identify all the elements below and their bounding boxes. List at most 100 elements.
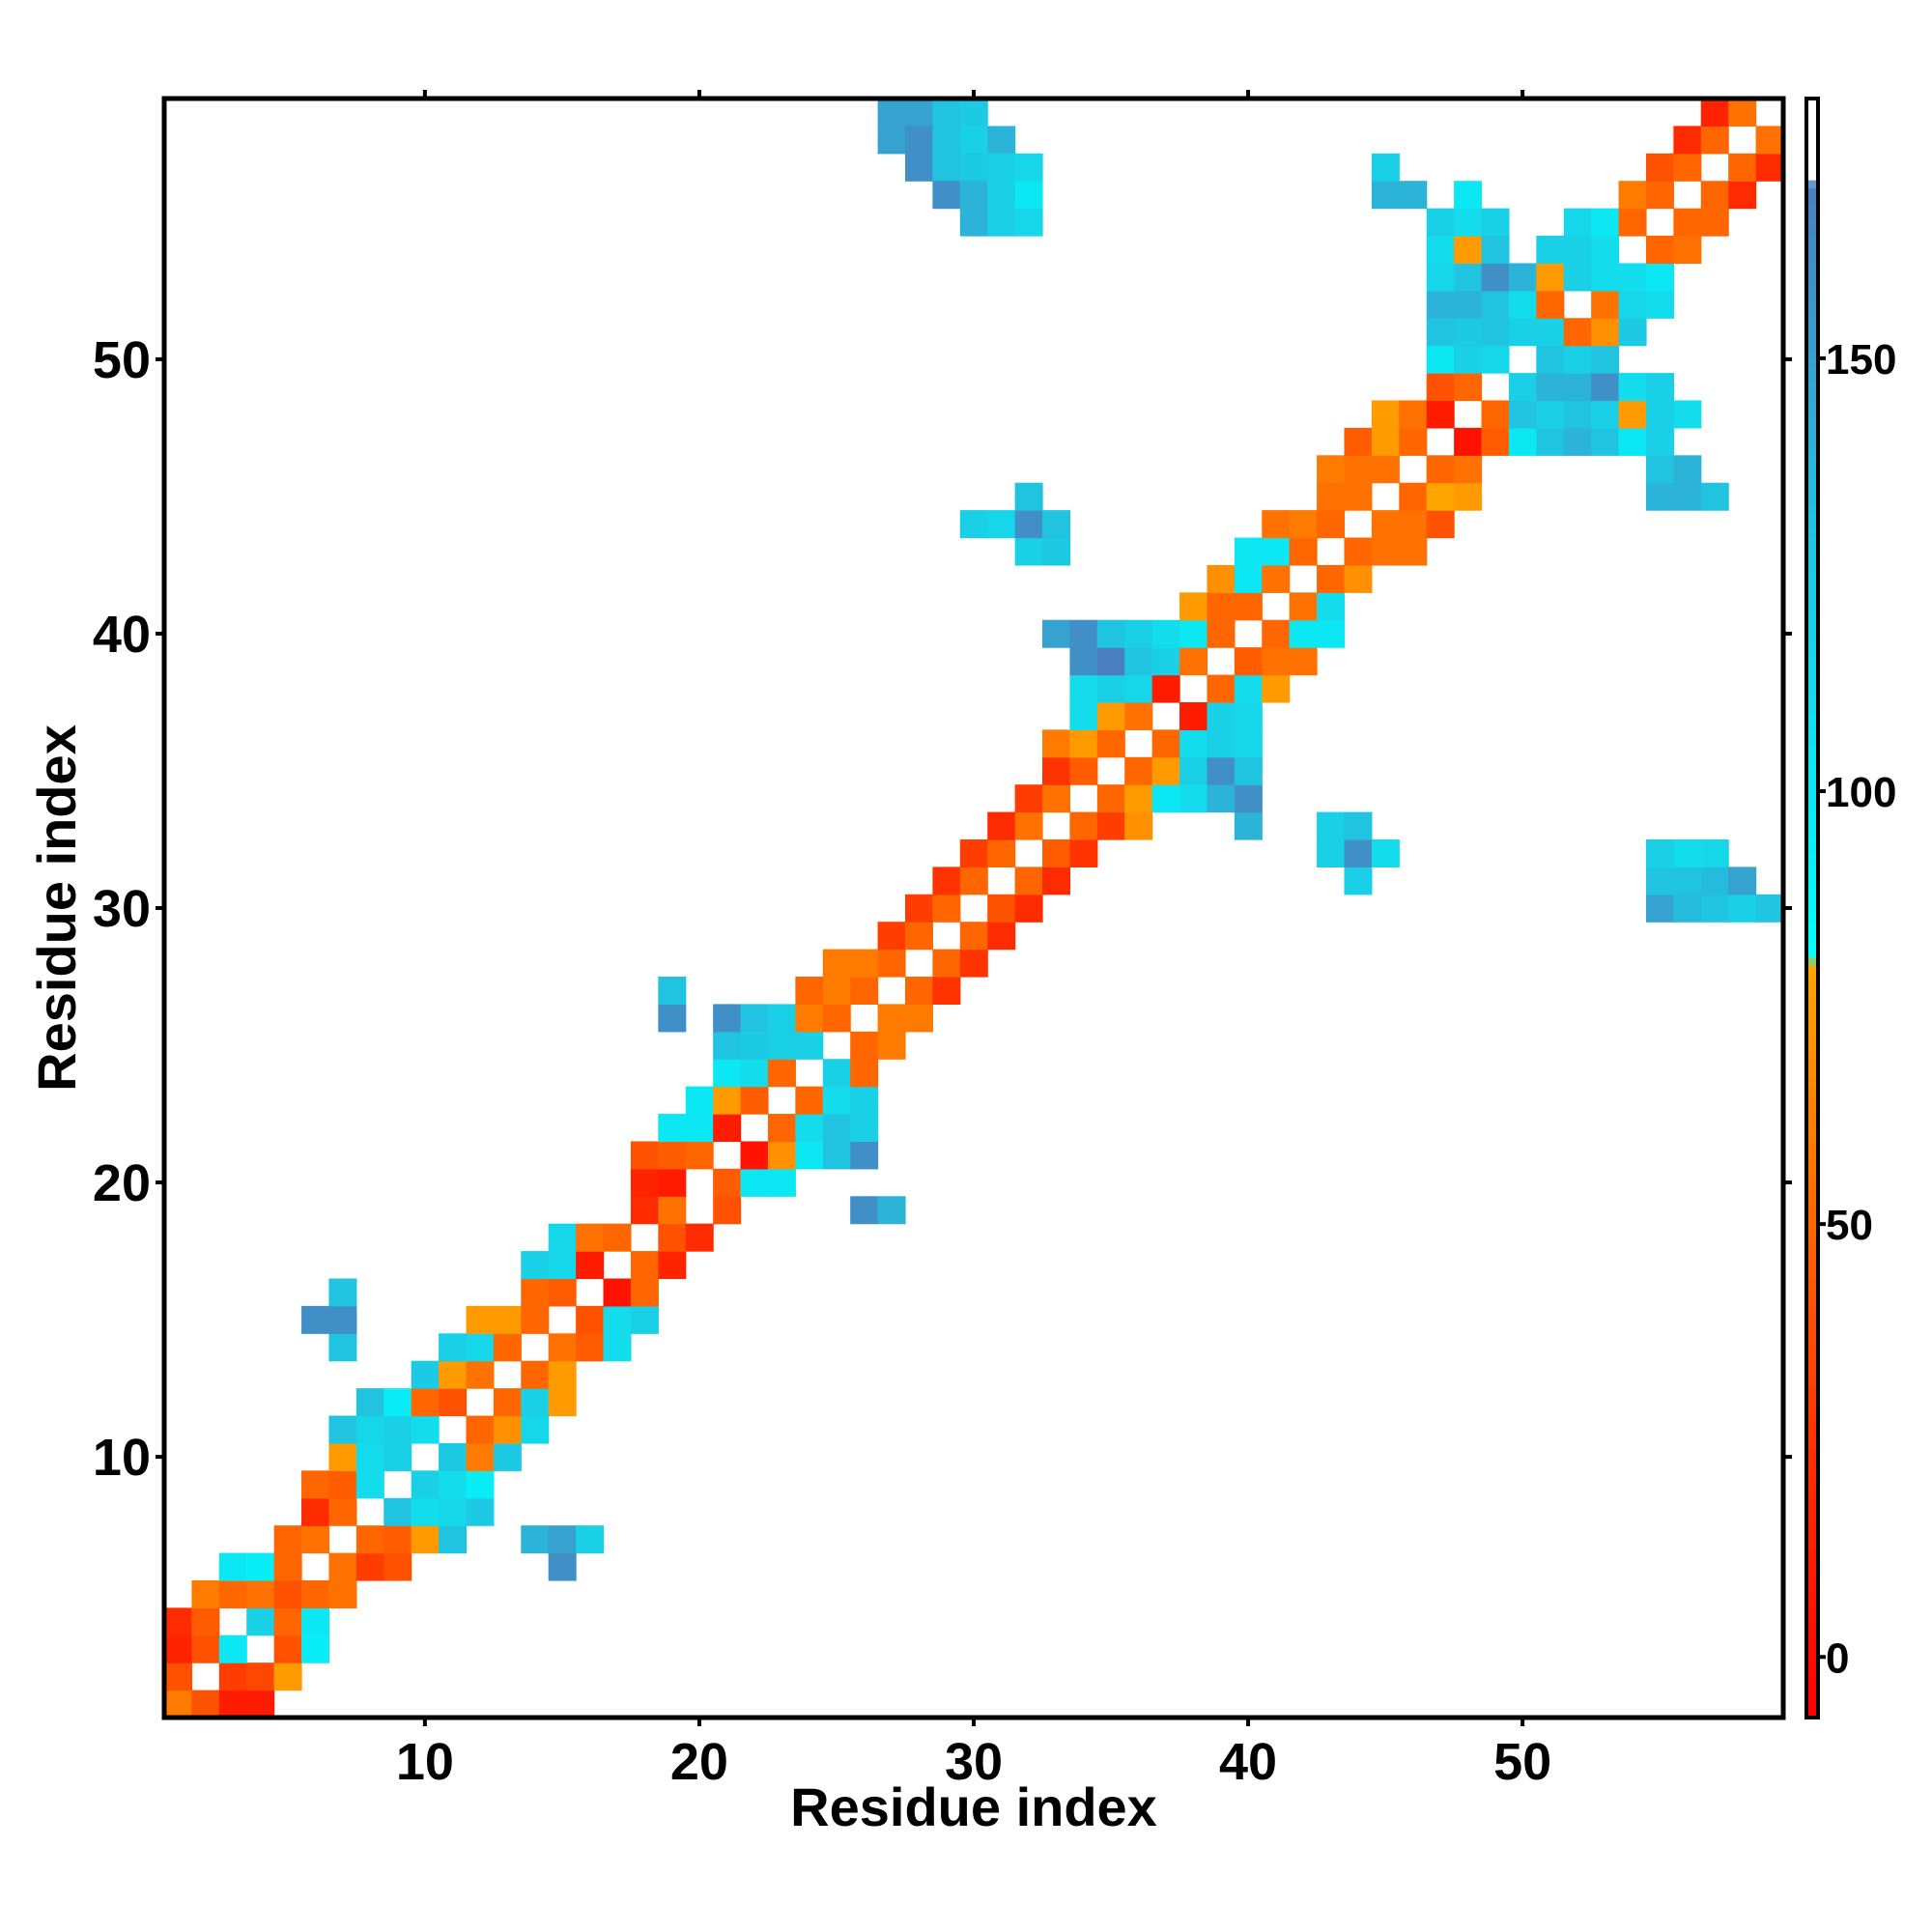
heatmap-cell (740, 1004, 769, 1033)
heatmap-cell (548, 1388, 577, 1417)
heatmap-cell (1014, 784, 1043, 813)
colorbar-segment (1806, 875, 1818, 885)
colorbar-segment (1806, 1417, 1818, 1428)
colorbar-segment (1806, 722, 1818, 731)
colorbar-segment (1806, 770, 1818, 780)
heatmap-cells (164, 99, 1784, 1719)
colorbar-segment (1806, 1539, 1818, 1548)
heatmap-cell (932, 99, 961, 128)
heatmap-cell (713, 1031, 742, 1060)
heatmap-cell (1618, 400, 1647, 429)
colorbar-segment (1806, 1685, 1818, 1694)
heatmap-cell (439, 1497, 468, 1526)
heatmap-cell (1399, 400, 1428, 429)
heatmap-cell (439, 1470, 468, 1499)
heatmap-cell (1069, 674, 1098, 703)
y-tick-label: 40 (93, 606, 151, 664)
colorbar-segment (1806, 503, 1818, 513)
heatmap-cell (987, 153, 1016, 182)
heatmap-cell (904, 894, 933, 923)
colorbar-segment (1806, 1385, 1818, 1395)
heatmap-cell (1536, 318, 1565, 347)
colorbar-segment (1806, 438, 1818, 448)
heatmap-cell (932, 126, 961, 155)
colorbar-tick-label: 50 (1826, 1202, 1873, 1249)
heatmap-cell (164, 1607, 193, 1636)
heatmap-cell (439, 1360, 468, 1389)
heatmap-cell (1371, 181, 1400, 210)
colorbar-segment (1806, 1288, 1818, 1298)
heatmap-cell (273, 1607, 302, 1636)
heatmap-cell (795, 977, 824, 1006)
heatmap-cell (1014, 537, 1043, 566)
heatmap-cell (959, 867, 988, 895)
heatmap-cell (877, 949, 906, 978)
heatmap-cell (384, 1415, 412, 1444)
heatmap-cell (301, 1607, 330, 1636)
heatmap-cell (822, 1141, 851, 1170)
colorbar-segment (1806, 1491, 1818, 1500)
heatmap-cell (630, 1196, 659, 1225)
heatmap-cell (850, 1141, 879, 1170)
heatmap-cell (1317, 619, 1346, 648)
heatmap-cell (685, 1114, 714, 1143)
heatmap-cell (1673, 208, 1702, 237)
colorbar-segment (1806, 1143, 1818, 1152)
heatmap-cell (1591, 263, 1620, 292)
heatmap-cell (1042, 729, 1071, 758)
heatmap-cell (1700, 482, 1729, 511)
heatmap-cell (959, 949, 988, 978)
colorbar-segment (1806, 633, 1818, 642)
heatmap-cell (1645, 290, 1674, 319)
colorbar-segment (1806, 406, 1818, 415)
heatmap-cell (1179, 647, 1208, 676)
heatmap-cell (466, 1333, 495, 1362)
heatmap-cell (1262, 647, 1291, 676)
heatmap-cell (301, 1579, 330, 1608)
heatmap-cell (1207, 756, 1236, 785)
colorbar-segment (1806, 552, 1818, 561)
heatmap-cell (1618, 208, 1647, 237)
heatmap-cell (246, 1662, 275, 1691)
heatmap-cell (548, 1278, 577, 1307)
heatmap-cell (1673, 867, 1702, 895)
heatmap-cell (1536, 345, 1565, 374)
heatmap-cell (630, 1278, 659, 1307)
colorbar-segment (1806, 1474, 1818, 1484)
heatmap-cell (328, 1333, 357, 1362)
heatmap-cell (328, 1579, 357, 1608)
heatmap-cell (1618, 318, 1647, 347)
heatmap-cell (411, 1470, 440, 1499)
colorbar-segment (1806, 1531, 1818, 1541)
colorbar-segment (1806, 1296, 1818, 1306)
heatmap-cell (1591, 208, 1620, 237)
heatmap-cell (1042, 867, 1071, 895)
colorbar-segment (1806, 600, 1818, 610)
heatmap-cell (987, 922, 1016, 951)
heatmap-cell (822, 1004, 851, 1033)
heatmap-cell (1591, 345, 1620, 374)
heatmap-cell (1014, 510, 1043, 539)
colorbar-segment (1806, 1369, 1818, 1378)
heatmap-cell (1289, 537, 1318, 566)
heatmap-cell (1317, 564, 1346, 593)
heatmap-cell (1262, 537, 1291, 566)
heatmap-cell (1618, 181, 1647, 210)
heatmap-cell (904, 977, 933, 1006)
colorbar-segment (1806, 980, 1818, 990)
heatmap-cell (1563, 263, 1592, 292)
heatmap-cell (1317, 455, 1346, 484)
heatmap-cell (1454, 181, 1483, 210)
heatmap-cell (301, 1525, 330, 1554)
heatmap-cell (493, 1388, 522, 1417)
heatmap-cell (603, 1305, 632, 1334)
colorbar-segment (1806, 1709, 1818, 1719)
heatmap-cell (1014, 867, 1043, 895)
heatmap-cell (658, 977, 687, 1006)
heatmap-cell (493, 1442, 522, 1471)
heatmap-cell (713, 1114, 742, 1143)
heatmap-cell (1234, 784, 1263, 813)
heatmap-cell (1728, 181, 1757, 210)
colorbar-segment (1806, 883, 1818, 894)
colorbar-segment (1806, 1313, 1818, 1322)
